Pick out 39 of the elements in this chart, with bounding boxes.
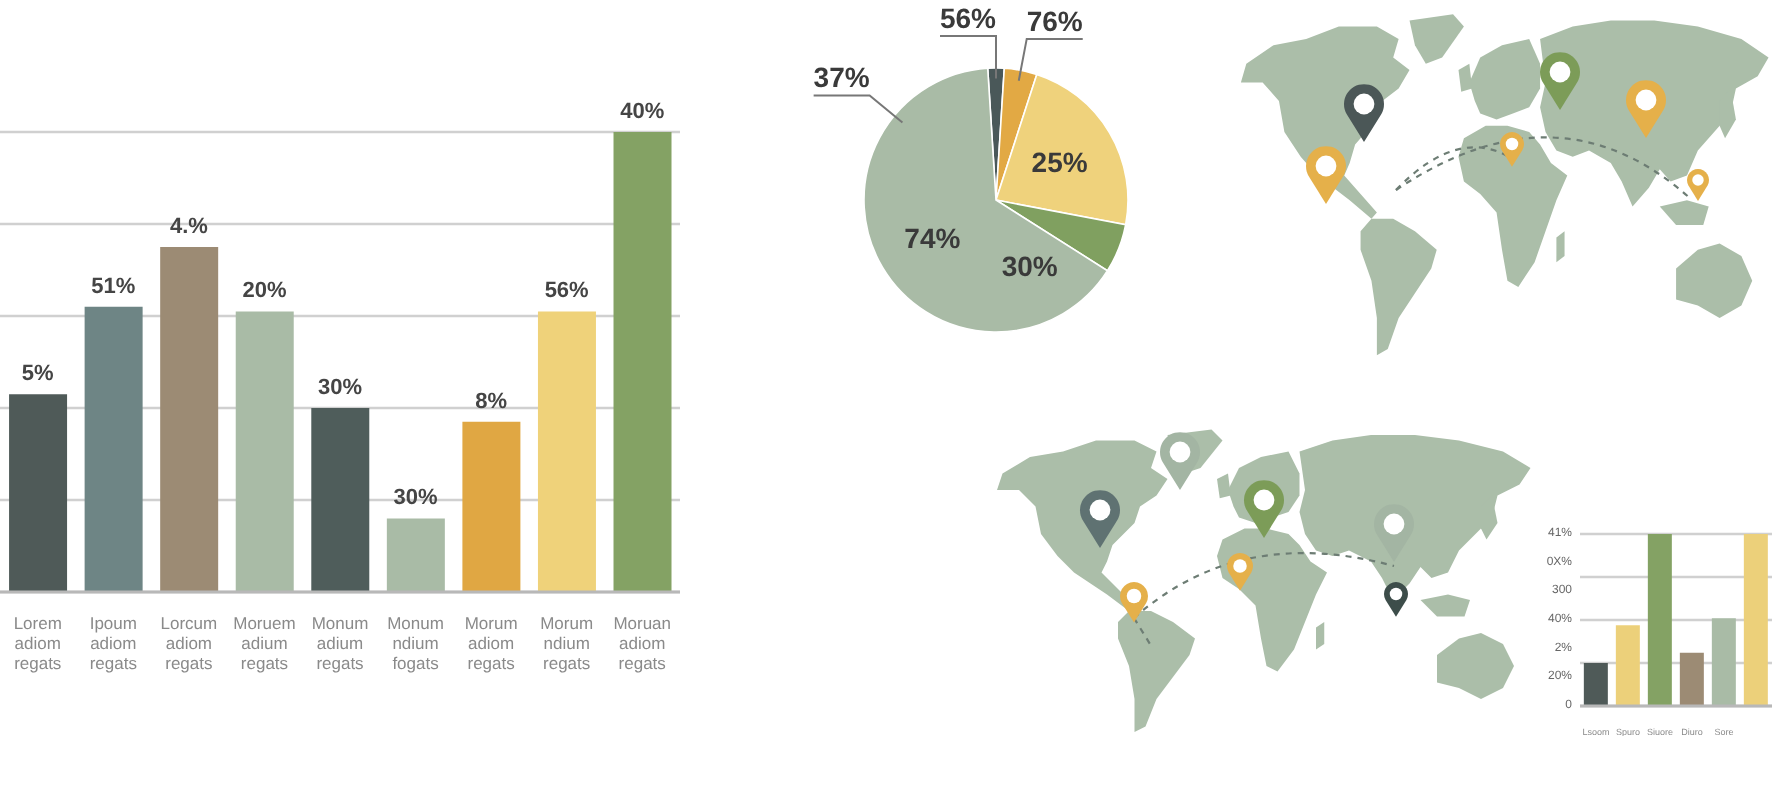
x-tick-label: Monum adium regats <box>311 613 369 673</box>
annotation: 4.% <box>169 215 209 239</box>
x-tick-label: Monum ndium fogats <box>387 613 444 673</box>
bar <box>537 311 596 592</box>
text: 76% <box>1026 4 1084 37</box>
annotation: 30% <box>317 376 363 400</box>
annotation: 8% <box>475 389 508 414</box>
annotation: 56% <box>544 279 590 304</box>
bar <box>1679 652 1704 706</box>
annotation: 30% <box>393 486 438 511</box>
bar <box>160 247 219 592</box>
x-tick-label: Moruem adium regats <box>233 613 296 673</box>
annotation: 5% <box>21 362 55 387</box>
text: 74% <box>904 221 962 254</box>
text: 30% <box>1001 249 1059 282</box>
bar <box>462 421 521 592</box>
bar <box>235 311 294 592</box>
bar <box>1711 618 1736 706</box>
bar <box>311 408 370 592</box>
bar <box>84 306 143 592</box>
x-tick-label: Moruan adiom regats <box>613 613 672 673</box>
x-tick-label: Morum adiom regats <box>464 613 518 673</box>
bar <box>1583 663 1608 706</box>
text: 25% <box>1031 146 1089 179</box>
annotation: 51% <box>91 274 136 299</box>
x-tick-label: Lorem adiom regats <box>13 613 62 673</box>
bar <box>1647 534 1672 706</box>
x-tick-label: Ipoum adiom regats <box>89 613 137 673</box>
bar <box>9 394 68 592</box>
x-tick-label: Morum ndium regats <box>540 613 594 673</box>
annotation: 20% <box>242 279 287 304</box>
text: 37% <box>813 61 871 94</box>
bar <box>386 518 445 592</box>
annotation: 40% <box>620 100 665 124</box>
bar <box>1615 625 1640 706</box>
bar <box>1743 534 1768 706</box>
x-tick-label: Lorcum adiom regats <box>160 613 218 673</box>
bar <box>613 132 672 592</box>
text: 56% <box>939 2 998 34</box>
